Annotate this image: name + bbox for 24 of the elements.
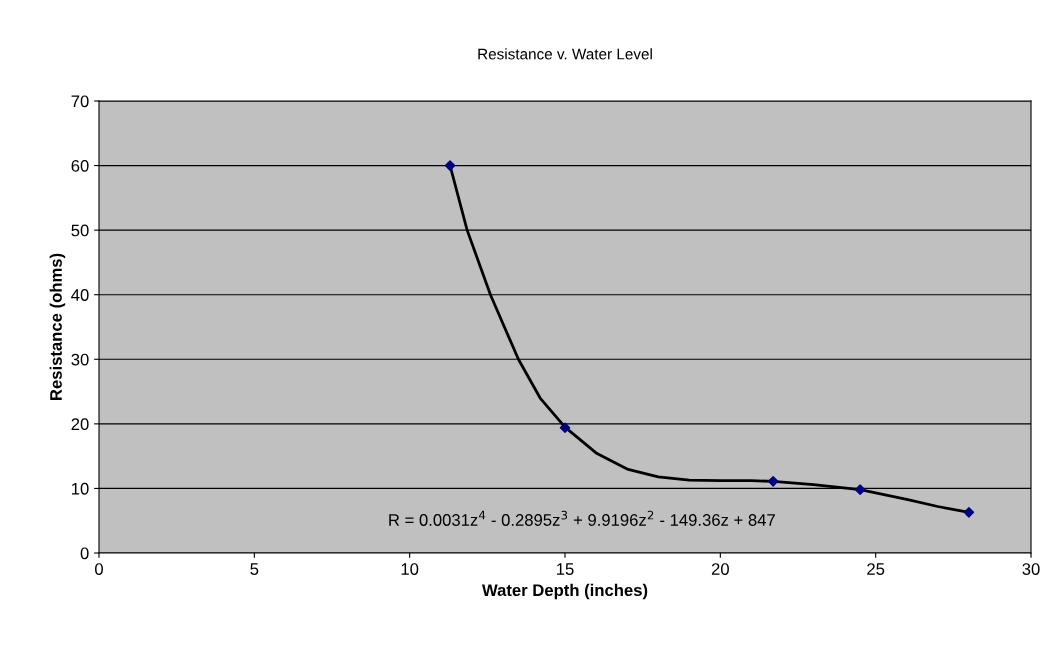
x-tick-label: 0: [95, 563, 103, 575]
x-tick-label: 5: [250, 563, 259, 575]
point: [767, 476, 779, 487]
y-tick-label: 0: [80, 547, 89, 560]
annotation: R = 0.0031z$^{4}$ - 0.2895z$^{3}$ + 9.9196z$^{2}$ - 149.36z + 847: [389, 510, 775, 526]
x-tick-label: 10: [401, 563, 419, 575]
x-tick-label: 25: [867, 563, 885, 575]
y-tick-label: 40: [71, 289, 89, 301]
point: [559, 422, 571, 434]
y-tick-label: 20: [71, 418, 89, 431]
x-tick-label: 20: [711, 563, 729, 575]
point: [444, 160, 456, 171]
x-tick-label: 30: [1022, 563, 1040, 575]
chart-title: Resistance v. Water Level: [478, 48, 652, 60]
y-tick-label: 50: [71, 224, 89, 237]
y-tick-label: 30: [71, 353, 89, 366]
y-tick-label: 70: [71, 95, 89, 108]
y-axis-title: Resistance (ohms): [49, 253, 66, 400]
x-axis-title: Water Depth (inches): [481, 583, 648, 600]
x-tick-label: 15: [557, 563, 574, 575]
point: [854, 484, 866, 496]
y-tick-label: 60: [71, 159, 89, 172]
y-tick-label: 10: [72, 482, 89, 495]
point: [963, 507, 975, 518]
